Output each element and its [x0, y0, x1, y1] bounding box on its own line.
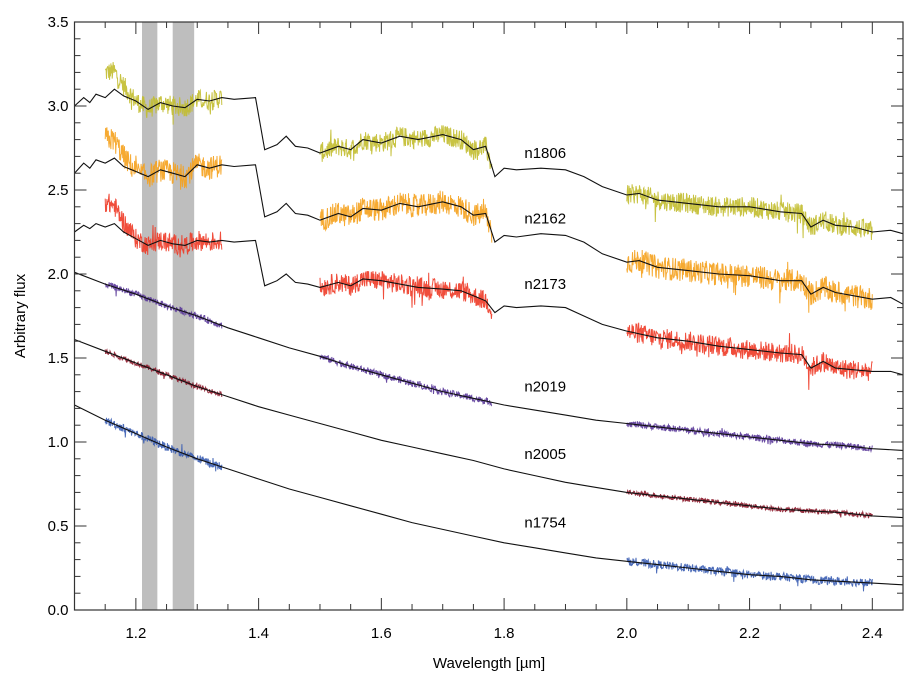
series-label-n2162: n2162 — [524, 211, 566, 228]
axes: 1.2 1.4 1.6 1.8 2.0 2.2 2.4 0.0 0.5 1.0 1.5 2.0 2.5… — [48, 14, 904, 642]
y-tick-label: 1.0 — [48, 434, 69, 451]
n2162-observed-spectrum-1 — [104, 127, 223, 190]
y-tick-label: 3.0 — [48, 98, 69, 115]
y-axis-ticks: 0.0 0.5 1.0 1.5 2.0 2.5 3.0 3.5 — [48, 14, 903, 619]
n1754-model-line — [74, 404, 904, 586]
series-n1806 — [74, 62, 904, 241]
n2162-model-line — [74, 157, 904, 305]
y-tick-label: 2.5 — [48, 182, 69, 199]
series-n1754 — [74, 404, 904, 592]
series-label-n2005: n2005 — [524, 446, 566, 463]
n2019-observed-spectrum-2 — [319, 354, 493, 407]
x-tick-label: 2.0 — [616, 625, 637, 642]
n2173-observed-spectrum-2 — [319, 270, 493, 319]
n1806-observed-spectrum-2 — [319, 125, 493, 170]
series-label-n2173: n2173 — [524, 276, 566, 293]
x-tick-label: 2.2 — [739, 625, 760, 642]
x-axis-title: Wavelength [µm] — [433, 655, 545, 672]
n2173-observed-spectrum-1 — [104, 193, 223, 258]
series-n2162 — [74, 127, 904, 313]
y-tick-label: 1.5 — [48, 350, 69, 367]
n2005-observed-spectrum-2 — [626, 489, 873, 520]
n1806-model-line — [74, 88, 904, 235]
series-label-n2019: n2019 — [524, 379, 566, 396]
n1754-observed-spectrum-1 — [104, 417, 223, 472]
n2173-observed-spectrum-3 — [626, 322, 873, 390]
series-layer — [74, 62, 904, 592]
series-labels: n1806 n2162 n2173 n2019 n2005 n1754 — [524, 145, 566, 532]
series-n2005 — [74, 338, 904, 520]
y-tick-label: 0.5 — [48, 518, 69, 535]
y-tick-label: 2.0 — [48, 266, 69, 283]
series-label-n1754: n1754 — [524, 515, 566, 532]
n1806-observed-spectrum-1 — [104, 62, 223, 125]
x-tick-label: 2.4 — [862, 625, 883, 642]
n2162-observed-spectrum-2 — [319, 190, 493, 243]
n2019-observed-spectrum-3 — [626, 420, 873, 454]
n2019-observed-spectrum-1 — [104, 282, 223, 329]
y-tick-label: 0.0 — [48, 602, 69, 619]
n2162-observed-spectrum-3 — [626, 249, 873, 313]
y-tick-label: 3.5 — [48, 14, 69, 31]
x-axis-ticks: 1.2 1.4 1.6 1.8 2.0 2.2 2.4 — [74, 22, 904, 642]
x-tick-label: 1.4 — [248, 625, 269, 642]
x-tick-label: 1.6 — [371, 625, 392, 642]
y-axis-title: Arbitrary flux — [12, 273, 29, 358]
x-tick-label: 1.8 — [494, 625, 515, 642]
n1806-observed-spectrum-3 — [626, 184, 873, 241]
n2173-model-line — [74, 222, 904, 376]
n2005-model-line — [74, 338, 904, 519]
series-n2173 — [74, 193, 904, 390]
plot-frame — [73, 21, 904, 611]
series-n2019 — [74, 271, 904, 454]
x-tick-label: 1.2 — [125, 625, 146, 642]
series-label-n1806: n1806 — [524, 145, 566, 162]
n2019-model-line — [74, 271, 904, 451]
n1754-observed-spectrum-2 — [626, 557, 873, 592]
